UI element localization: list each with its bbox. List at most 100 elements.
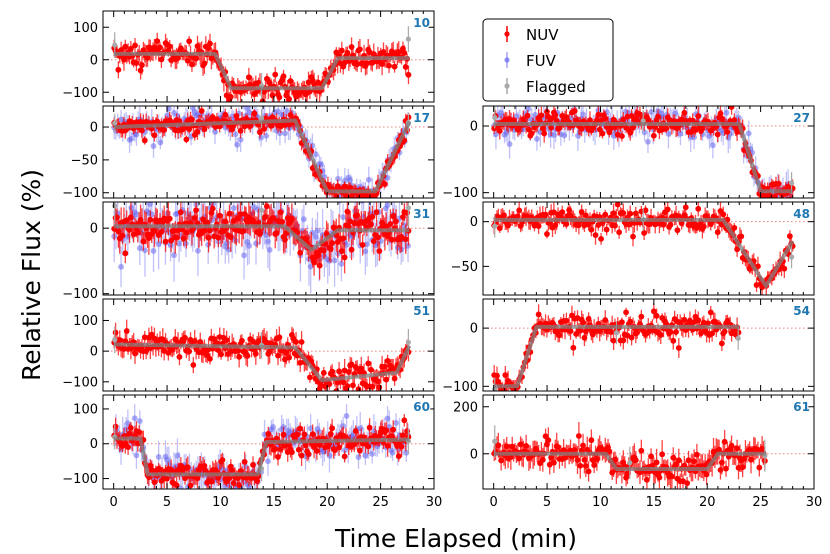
- nuv-point: [344, 383, 351, 390]
- nuv-point: [405, 71, 412, 78]
- panel-frame: [102, 298, 435, 392]
- nuv-point: [771, 193, 778, 198]
- fuv-point: [665, 130, 672, 137]
- nuv-point: [714, 131, 721, 138]
- y-ticks: [483, 221, 814, 267]
- data-points: [111, 202, 412, 294]
- nuv-point: [263, 203, 270, 210]
- nuv-point: [280, 431, 287, 438]
- nuv-point: [237, 127, 244, 134]
- panel-48: 0 −50 48: [451, 201, 815, 296]
- nuv-point: [186, 348, 193, 355]
- nuv-point: [610, 210, 617, 217]
- flagged-point: [405, 205, 411, 211]
- data-points: [111, 106, 412, 198]
- y-ticks: [483, 125, 814, 194]
- nuv-point: [695, 205, 702, 212]
- nuv-point: [387, 221, 394, 227]
- nuv-point: [202, 467, 209, 474]
- flagged-point: [112, 337, 118, 343]
- fuv-point: [230, 205, 237, 211]
- nuv-point: [401, 50, 408, 56]
- nuv-point: [595, 111, 602, 118]
- panel-id-label: 31: [413, 207, 430, 221]
- panel-frame: [102, 201, 435, 296]
- x-tick-label: 0: [110, 495, 118, 510]
- nuv-point: [627, 129, 634, 136]
- fuv-point: [648, 109, 655, 115]
- nuv-point: [275, 352, 281, 359]
- x-tick-label: 20: [319, 495, 336, 510]
- panel-id-label: 60: [413, 400, 430, 414]
- nuv-point: [348, 361, 355, 368]
- fuv-point: [237, 136, 244, 143]
- nuv-point: [166, 43, 173, 50]
- nuv-point: [614, 202, 621, 208]
- panel-60: 100 0 −100 0 5 10 15 20 25 30 60: [62, 394, 443, 510]
- nuv-point: [151, 479, 158, 486]
- nuv-point: [386, 62, 392, 69]
- nuv-point: [738, 233, 745, 240]
- fuv-point: [312, 151, 319, 158]
- nuv-point: [288, 449, 295, 456]
- fuv-point: [365, 176, 372, 183]
- fuv-point: [118, 263, 124, 270]
- nuv-point: [244, 352, 251, 359]
- nuv-point: [650, 132, 657, 139]
- panel-frame: [102, 105, 435, 199]
- nuv-point: [193, 207, 200, 214]
- y-tick-label: −100: [62, 186, 98, 201]
- nuv-point: [559, 209, 566, 216]
- nuv-point: [347, 184, 354, 191]
- nuv-point: [268, 122, 274, 129]
- nuv-point: [141, 137, 148, 144]
- nuv-point: [352, 428, 359, 434]
- panel-31: 0 −100 31: [62, 201, 435, 302]
- model-curve: [113, 224, 410, 252]
- fuv-point: [133, 211, 140, 218]
- nuv-point: [402, 236, 409, 243]
- fuv-point: [147, 202, 153, 207]
- nuv-point: [208, 478, 215, 485]
- nuv-point: [365, 443, 372, 450]
- nuv-point: [642, 207, 649, 214]
- nuv-point: [655, 113, 661, 120]
- fuv-point: [362, 452, 369, 459]
- x-ticks: [113, 395, 435, 489]
- nuv-point: [373, 209, 380, 216]
- nuv-point: [236, 353, 243, 360]
- nuv-point: [139, 62, 145, 68]
- nuv-point: [542, 211, 549, 218]
- nuv-point: [189, 61, 195, 68]
- nuv-point: [341, 183, 348, 190]
- fuv-point: [136, 418, 143, 424]
- nuv-point: [309, 431, 316, 438]
- nuv-point: [272, 71, 279, 78]
- nuv-point: [775, 180, 782, 187]
- x-tick-label: 30: [426, 495, 443, 510]
- nuv-point: [261, 125, 268, 132]
- nuv-point: [305, 451, 312, 457]
- nuv-point: [273, 230, 280, 237]
- nuv-point: [381, 363, 388, 370]
- nuv-point: [548, 124, 555, 131]
- fuv-point: [253, 240, 259, 247]
- x-tick-label: 10: [212, 495, 229, 510]
- nuv-point: [125, 444, 131, 450]
- nuv-point: [619, 133, 625, 140]
- nuv-point: [133, 60, 140, 66]
- nuv-point: [728, 106, 735, 110]
- nuv-point: [781, 265, 788, 272]
- fuv-point: [331, 257, 338, 264]
- nuv-point: [348, 246, 355, 253]
- nuv-point: [376, 248, 383, 254]
- fuv-point: [369, 450, 376, 457]
- fuv-point: [155, 241, 162, 248]
- nuv-point: [376, 384, 383, 391]
- panel-27: 0 −100 27: [442, 105, 815, 201]
- nuv-point: [276, 94, 283, 101]
- model-curve: [113, 342, 412, 383]
- nuv-point: [240, 228, 247, 234]
- flagged-point: [405, 339, 411, 345]
